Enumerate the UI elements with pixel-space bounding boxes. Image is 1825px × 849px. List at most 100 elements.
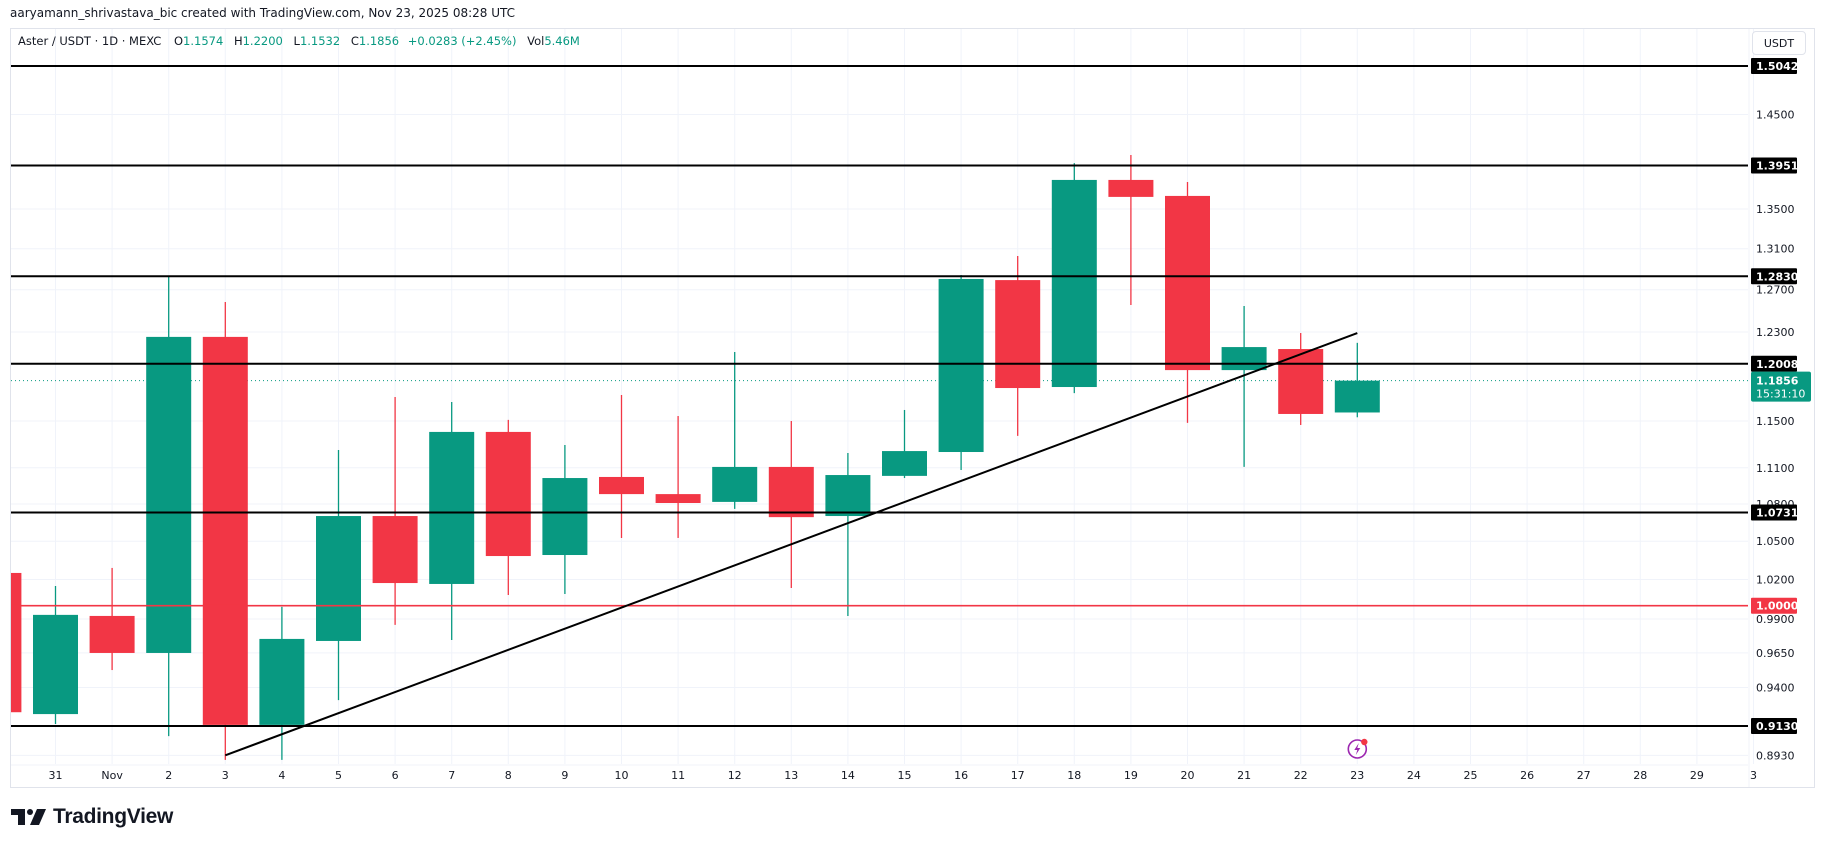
symbol-title[interactable]: Aster / USDT · 1D · MEXC <box>18 34 162 48</box>
candle-nov-23 <box>1334 342 1380 418</box>
time-tick-label: 3 <box>1750 769 1757 782</box>
price-tick-label: 1.1100 <box>1756 462 1795 475</box>
last-price-badge <box>1751 371 1811 402</box>
time-tick-label: 19 <box>1124 769 1138 782</box>
time-tick-label: Nov <box>101 769 123 782</box>
candle-nov-3 <box>202 301 248 760</box>
currency-button[interactable]: USDT <box>1752 31 1806 55</box>
grid-lines <box>11 29 1754 787</box>
price-level-label: 1.0000 <box>1756 600 1799 613</box>
time-tick-label: 15 <box>898 769 912 782</box>
candle-body <box>1051 179 1097 388</box>
price-tick-label: 0.9900 <box>1756 613 1795 626</box>
price-tick-label: 1.0500 <box>1756 535 1795 548</box>
time-tick-label: 11 <box>671 769 685 782</box>
candle-body <box>1221 347 1267 371</box>
time-tick-label: 28 <box>1633 769 1647 782</box>
price-tick-label: 1.2700 <box>1756 284 1795 297</box>
candle-body <box>11 572 22 713</box>
price-tick-label: 1.2300 <box>1756 326 1795 339</box>
price-level-label: 1.3951 <box>1756 160 1798 173</box>
price-level-label: 1.5042 <box>1756 60 1798 73</box>
candle-body <box>146 336 192 653</box>
trendline-segment[interactable] <box>224 332 1358 757</box>
time-tick-label: 23 <box>1350 769 1364 782</box>
symbol-legend: Aster / USDT · 1D · MEXC O1.1574 H1.2200… <box>18 34 580 48</box>
candle-body <box>33 614 78 715</box>
price-tick-label: 1.0200 <box>1756 574 1795 587</box>
price-level-badge <box>1751 157 1797 174</box>
price-tick-label: 0.9400 <box>1756 682 1795 695</box>
candle-body <box>89 615 135 653</box>
time-tick-label: 25 <box>1464 769 1478 782</box>
close-value: 1.1856 <box>358 34 400 48</box>
candle-body <box>1165 195 1210 371</box>
lightning-bolt-icon <box>1354 743 1361 755</box>
price-level-badge <box>1751 355 1797 372</box>
candle-body <box>429 431 475 584</box>
price-tick-label: 1.3100 <box>1756 243 1795 256</box>
high-label: H <box>233 34 243 48</box>
candle-body <box>485 431 531 557</box>
candle-nov-20 <box>1165 181 1210 423</box>
tradingview-logo[interactable]: TradingView <box>11 805 173 829</box>
time-tick-label: 14 <box>841 769 855 782</box>
candle-nov-4 <box>259 606 305 760</box>
candle-nov-15 <box>882 409 927 479</box>
candle-nov-19 <box>1108 154 1154 306</box>
time-tick-label: 29 <box>1690 769 1704 782</box>
candle-body <box>1108 179 1154 197</box>
time-tick-label: 13 <box>784 769 798 782</box>
candle-body <box>316 516 361 641</box>
price-level-label: 1.2008 <box>1756 358 1798 371</box>
chart-frame <box>10 28 1815 788</box>
low-value: 1.1532 <box>299 34 341 48</box>
candle-nov-8 <box>485 419 531 596</box>
time-tick-label: 6 <box>392 769 399 782</box>
time-tick-label: 20 <box>1181 769 1195 782</box>
candle-body <box>599 476 644 495</box>
trendline[interactable] <box>224 332 1358 757</box>
notification-dot-icon <box>1361 738 1368 746</box>
time-tick-label: 10 <box>615 769 629 782</box>
candle-nov-5 <box>316 450 361 701</box>
time-tick-label: 17 <box>1011 769 1025 782</box>
time-tick-label: 22 <box>1294 769 1308 782</box>
tradingview-logo-icon <box>11 809 46 825</box>
candle-nov-2 <box>146 276 192 737</box>
candles <box>11 65 1748 760</box>
time-tick-label: 4 <box>278 769 285 782</box>
bar-countdown: 15:31:10 <box>1756 388 1805 401</box>
candle-nov-13 <box>768 420 814 588</box>
candle-body <box>768 466 814 518</box>
time-tick-label: 9 <box>561 769 568 782</box>
candle-nov-11 <box>655 416 701 538</box>
time-tick-label: 3 <box>222 769 229 782</box>
candle-nov-17 <box>995 256 1041 436</box>
logo-text: TradingView <box>53 805 174 828</box>
price-axis[interactable]: 1.4500 1.3500 1.3100 1.2700 1.2300 1.1500 1.11… <box>1751 58 1811 762</box>
price-level-label: 1.2830 <box>1756 270 1799 283</box>
candle-nov-10 <box>599 395 644 538</box>
candle-body <box>542 478 588 556</box>
price-level-badge <box>1751 504 1797 521</box>
chart-credit: aaryamann_shrivastava_bic created with T… <box>10 6 516 20</box>
time-tick-label: 27 <box>1577 769 1591 782</box>
candle-nov-6 <box>372 397 418 625</box>
candle-body <box>1278 349 1324 414</box>
candle-oct-30 <box>11 572 22 713</box>
high-value: 1.2200 <box>242 34 283 48</box>
open-label: O <box>173 34 184 48</box>
time-axis[interactable]: 31 Nov 2 3 4 5 6 7 8 9 10 11 12 13 14 15 16 17 18 19 20 21 22 2… <box>49 769 1758 782</box>
price-tick-label: 1.4500 <box>1756 109 1795 122</box>
candle-nov-18 <box>1051 163 1097 394</box>
time-tick-label: 24 <box>1407 769 1421 782</box>
time-tick-label: 8 <box>505 769 512 782</box>
change-value: +0.0283 (+2.45%) <box>407 34 517 48</box>
candle-oct-31 <box>33 586 78 725</box>
candle-body <box>1334 380 1380 413</box>
event-marker[interactable] <box>1347 738 1368 759</box>
time-tick-label: 26 <box>1520 769 1534 782</box>
price-level-badge <box>1751 718 1797 735</box>
